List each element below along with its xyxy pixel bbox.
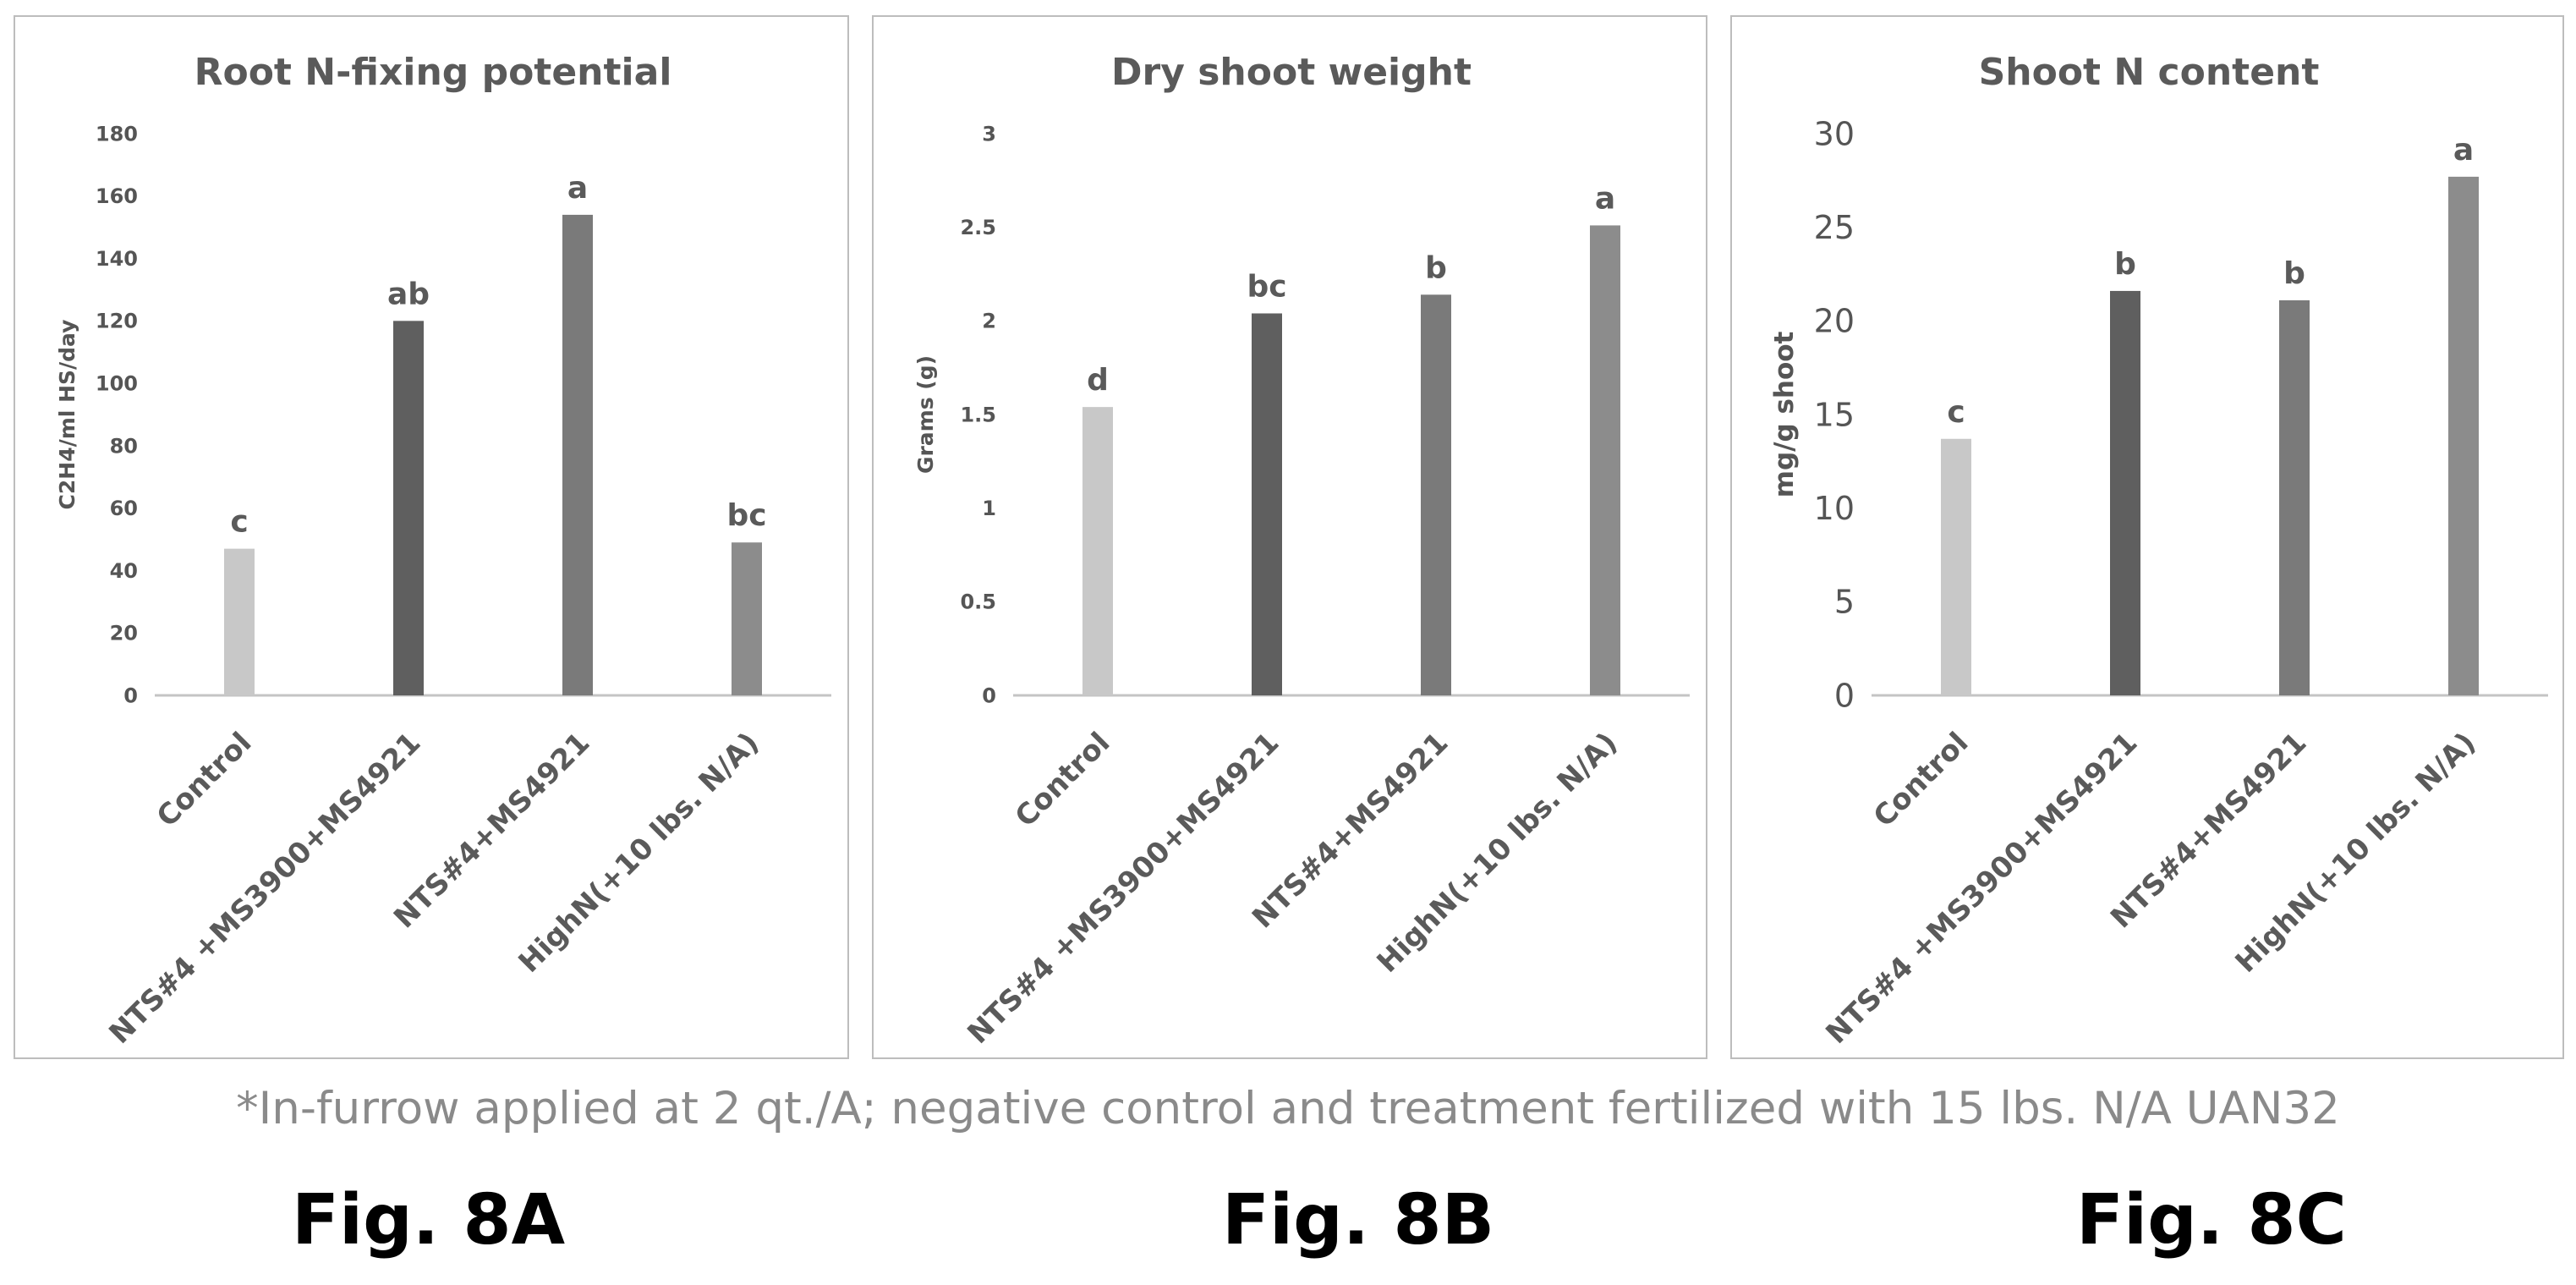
y-tick-label: 0	[123, 684, 138, 707]
figure-label-8c: Fig. 8C	[2076, 1180, 2347, 1260]
y-tick-label: 20	[110, 622, 138, 645]
y-tick-label: 100	[96, 372, 138, 396]
y-axis-label: mg/g shoot	[1769, 331, 1800, 497]
bar	[732, 542, 762, 695]
bar-annotation: c	[1947, 395, 1965, 430]
y-tick-label: 15	[1814, 396, 1855, 433]
bar-annotation: a	[1595, 181, 1615, 216]
bar	[1421, 294, 1451, 695]
y-tick-label: 25	[1814, 209, 1855, 246]
chart-panel-dry-shoot-weight: Dry shoot weight Grams (g) 0 0.5 1 1.5 2 2.5 3 d C…	[872, 15, 1707, 1059]
bar-annotation: ab	[387, 277, 430, 311]
bar-annotation: b	[1425, 250, 1447, 285]
y-tick-label: 20	[1814, 303, 1855, 340]
bar-annotation: a	[567, 171, 588, 206]
bar	[2448, 176, 2479, 695]
y-tick-label: 120	[96, 310, 138, 333]
x-category-label: Control	[1867, 726, 1976, 834]
figure-label-8a: Fig. 8A	[292, 1180, 566, 1260]
y-tick-label: 5	[1834, 584, 1855, 621]
y-tick-label: 80	[110, 434, 138, 458]
y-tick-label: 40	[110, 559, 138, 583]
chart-title: Root N-fixing potential	[195, 51, 672, 94]
chart-title: Dry shoot weight	[1111, 51, 1472, 94]
y-tick-label: 1.5	[960, 403, 996, 426]
bar-annotation: a	[2453, 133, 2474, 167]
bar-annotation: b	[2114, 247, 2136, 282]
y-tick-label: 2	[982, 310, 996, 333]
figure-label-8b: Fig. 8B	[1222, 1180, 1495, 1260]
y-tick-label: 160	[96, 184, 138, 208]
y-tick-label: 180	[96, 122, 138, 146]
chart-panel-root-n-fixing: Root N-fixing potential C2H4/ml HS/day 0 20…	[14, 15, 849, 1059]
y-tick-label: 1	[982, 497, 996, 520]
y-tick-label: 10	[1814, 490, 1855, 527]
y-axis-label: Grams (g)	[913, 355, 938, 474]
y-tick-label: 0.5	[960, 590, 996, 614]
y-axis-label: C2H4/ml HS/day	[55, 320, 79, 510]
chart-panel-shoot-n-content: Shoot N content mg/g shoot 0 5 10 15 20 25 30 c Co…	[1730, 15, 2564, 1059]
bar-annotation: bc	[1247, 269, 1286, 304]
x-category-label: NTS#4 +MS3900+MS4921	[102, 726, 427, 1051]
chart-title: Shoot N content	[1979, 51, 2320, 94]
bar-annotation: c	[230, 505, 248, 540]
y-tick-label: 0	[1834, 677, 1855, 714]
y-tick-label: 0	[982, 684, 996, 707]
x-category-label: Control	[1009, 726, 1117, 834]
y-tick-label: 3	[982, 122, 996, 146]
bar	[1590, 225, 1620, 695]
bar	[2279, 299, 2310, 695]
y-tick-label: 2.5	[960, 216, 996, 239]
bar	[1082, 407, 1113, 695]
chart-svg-shoot-n-content: Shoot N content mg/g shoot 0 5 10 15 20 25 30 c Co…	[1769, 51, 2548, 1051]
x-category-label: NTS#4 +MS3900+MS4921	[961, 726, 1285, 1051]
bar	[393, 321, 424, 695]
footnote: *In-furrow applied at 2 qt./A; negative …	[236, 1083, 2340, 1134]
bar-annotation: bc	[726, 498, 766, 533]
chart-svg-root-n-fixing: Root N-fixing potential C2H4/ml HS/day 0 20…	[55, 51, 831, 1051]
y-tick-label: 30	[1814, 115, 1855, 152]
bar-annotation: d	[1087, 363, 1109, 398]
bar	[562, 214, 593, 695]
x-category-label: NTS#4 +MS3900+MS4921	[1819, 726, 2144, 1051]
bar-annotation: b	[2283, 256, 2305, 291]
x-category-label: Control	[151, 726, 259, 834]
y-tick-label: 140	[96, 247, 138, 271]
bar	[2110, 290, 2140, 695]
bar	[1941, 438, 1971, 695]
chart-svg-dry-shoot-weight: Dry shoot weight Grams (g) 0 0.5 1 1.5 2 2.5 3 d C…	[913, 51, 1690, 1051]
bar	[1252, 313, 1282, 695]
y-tick-label: 60	[110, 497, 138, 520]
bar	[224, 548, 255, 695]
